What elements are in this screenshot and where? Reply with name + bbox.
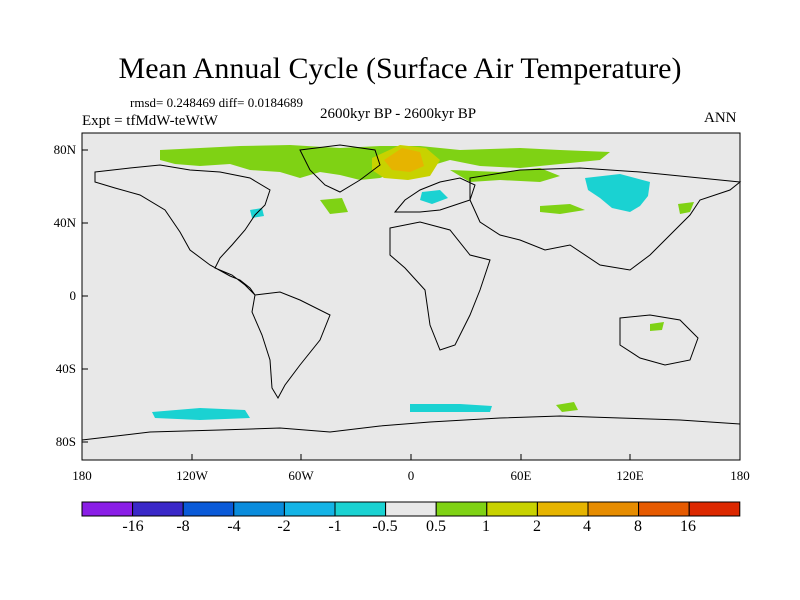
coast-asia <box>469 167 742 271</box>
colorbar-label: 1 <box>482 518 490 535</box>
lon-label: 180 <box>72 468 92 483</box>
colorbar-swatch <box>182 501 235 517</box>
coast-europe <box>393 177 476 213</box>
colorbar-swatch <box>132 501 184 517</box>
experiment-label: Expt = tfMdW-teWtW <box>82 113 218 129</box>
coastlines <box>81 144 742 441</box>
colorbar-swatch <box>486 501 538 517</box>
anomaly-antarctic-green <box>556 402 578 412</box>
colorbar-swatch <box>283 501 336 517</box>
anomaly-southpac-cyan <box>152 408 250 420</box>
anomaly-aus-green <box>650 322 664 331</box>
anomaly-asia-green <box>540 204 585 214</box>
lon-label: 60E <box>510 468 532 483</box>
colorbar-label: 4 <box>583 518 591 535</box>
coast-north-america <box>94 164 271 296</box>
colorbar-swatch <box>638 501 690 517</box>
coast-australia <box>619 314 699 366</box>
anomaly-nasia-green <box>450 168 560 182</box>
lat-label: 40N <box>53 215 76 230</box>
lon-label: 120E <box>616 468 644 483</box>
colorbar-label: 16 <box>680 518 696 535</box>
lon-label: 180 <box>730 468 750 483</box>
colorbar-label: -2 <box>277 518 291 535</box>
colorbar-label: -1 <box>328 518 342 535</box>
anomaly-europe-cyan <box>420 190 448 204</box>
stats-line: rmsd= 0.248469 diff= 0.0184689 <box>130 95 303 110</box>
colorbar-label: -0.5 <box>372 518 398 535</box>
anomaly-japan-green <box>678 202 694 214</box>
colorbar-swatch <box>688 501 741 517</box>
anomaly-canada-green <box>320 198 348 214</box>
colorbar-label: 0.5 <box>426 518 446 535</box>
colorbar-swatch <box>385 501 437 517</box>
lon-label: 0 <box>407 468 415 483</box>
coast-south-america <box>251 291 331 400</box>
anomaly-greenland-orange <box>384 148 424 172</box>
map-title: Mean Annual Cycle (Surface Air Temperatu… <box>118 52 682 85</box>
lat-label: 40S <box>55 361 76 376</box>
colorbar-label: -4 <box>227 518 241 535</box>
coast-antarctica <box>81 415 741 441</box>
colorbar-swatch <box>435 501 488 517</box>
colorbar-label: 8 <box>634 518 642 535</box>
colorbar-label: -8 <box>176 518 190 535</box>
anomaly-fields <box>152 145 694 420</box>
colorbar-swatch <box>587 501 640 517</box>
colorbar-swatch <box>334 501 387 517</box>
colorbar-swatch <box>536 501 589 517</box>
lon-label: 60W <box>288 468 314 483</box>
colorbar <box>81 501 741 517</box>
colorbar-label: 2 <box>533 518 541 535</box>
coast-africa <box>389 221 491 351</box>
anomaly-southatl-cyan <box>410 404 492 412</box>
anomaly-siberia-cyan <box>585 174 650 212</box>
colorbar-swatch <box>81 501 134 517</box>
axis-ticks <box>81 149 741 460</box>
colorbar-label: -16 <box>122 518 144 535</box>
lat-label: 0 <box>69 288 77 303</box>
lat-label: 80N <box>53 142 76 157</box>
season-label: ANN <box>704 110 737 126</box>
colorbar-swatch <box>233 501 285 517</box>
coast-greenland <box>299 144 381 193</box>
period-label: 2600kyr BP - 2600kyr BP <box>320 106 477 122</box>
lat-label: 80S <box>55 434 76 449</box>
lon-label: 120W <box>176 468 208 483</box>
